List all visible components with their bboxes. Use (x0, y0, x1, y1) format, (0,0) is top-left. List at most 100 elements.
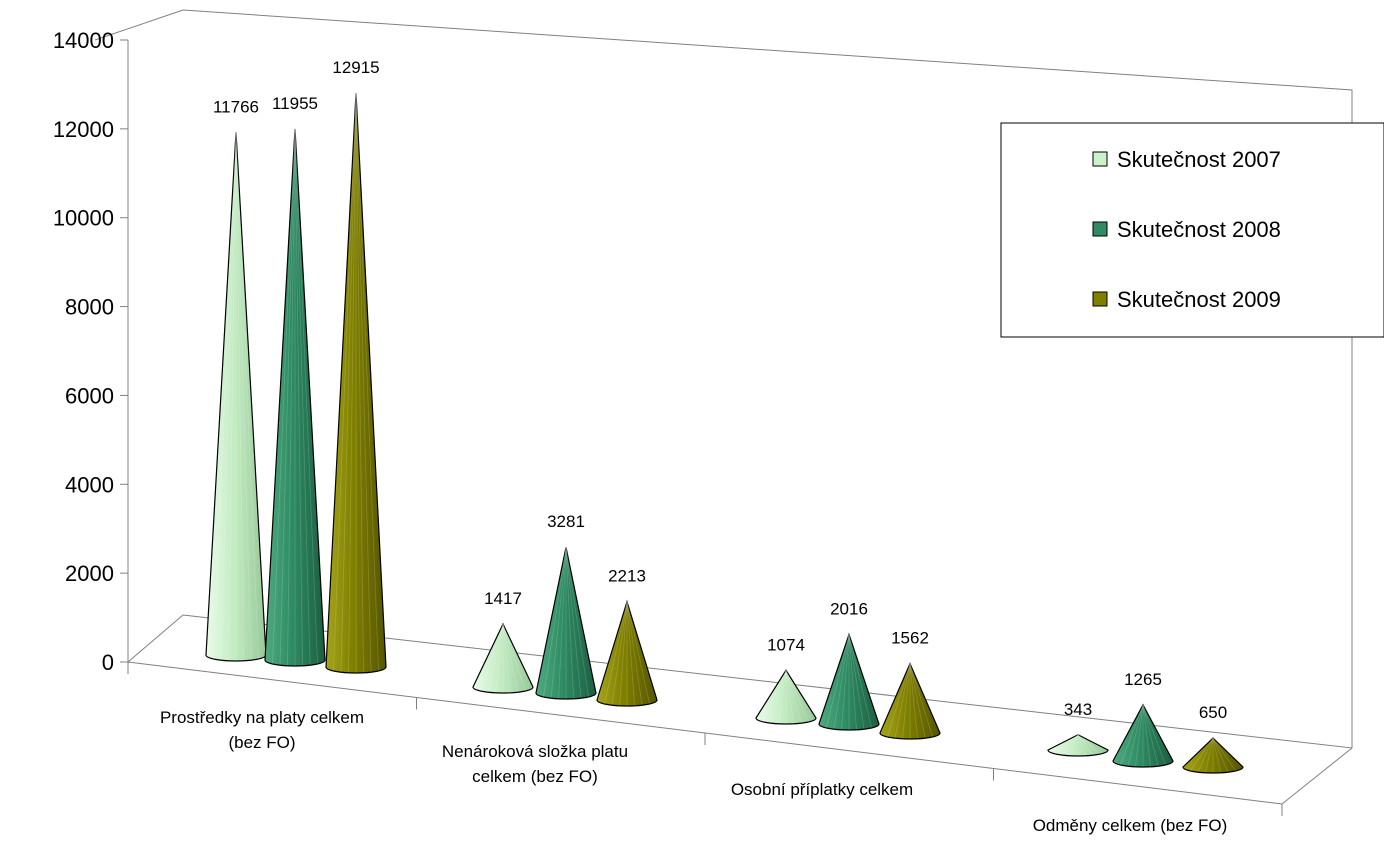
cone-facet (228, 132, 237, 661)
cone-3-1 (325, 93, 387, 674)
cone-facet (626, 601, 635, 706)
cone-facet (909, 663, 933, 737)
cone-facet (785, 670, 802, 724)
x-category-label: Prostředky na platy celkem (160, 708, 364, 727)
cone-facet (626, 601, 650, 704)
cone-body (264, 128, 326, 667)
cone-facet (785, 670, 794, 724)
cone-facet (848, 634, 865, 729)
cone-facet (1142, 704, 1159, 767)
cone-facet (333, 93, 357, 671)
cone-facet (502, 623, 519, 693)
cone-facet (294, 128, 303, 666)
legend-swatch-2009 (1092, 291, 1108, 307)
cone-body (1112, 703, 1174, 768)
data-labels: 11766 11955 12915 1417 3281 2213 1074 2016 1562 3… (213, 58, 1227, 722)
cone-facet (1062, 734, 1079, 756)
cone-facet (894, 663, 911, 739)
y-tick-label: 6000 (65, 383, 114, 408)
cone-body (879, 662, 941, 740)
cone-facet (235, 132, 244, 661)
cone-facet (1055, 734, 1079, 755)
cone-facet (770, 670, 787, 724)
cone-body (596, 599, 658, 707)
x-category-label: Nenároková složka platu (442, 742, 628, 761)
data-label: 650 (1199, 703, 1227, 722)
cone-body (472, 622, 534, 694)
data-label: 2213 (608, 567, 646, 586)
data-label: 1265 (1124, 670, 1162, 689)
legend: Skutečnost 2007 Skutečnost 2008 Skutečno… (1000, 122, 1384, 338)
cone-facet (1190, 737, 1214, 771)
cone-facet (502, 623, 526, 691)
cone-facet (1135, 704, 1144, 767)
cone-facet (1212, 737, 1236, 771)
y-tick-label: 8000 (65, 295, 114, 320)
legend-label-2007: Skutečnost 2007 (1117, 147, 1281, 172)
cone-facet (848, 634, 857, 730)
cone-facet (543, 547, 567, 697)
cone-2-1 (264, 128, 326, 667)
cone-facet (611, 601, 628, 705)
cone-facet (1197, 737, 1214, 773)
cone-facet (348, 93, 357, 673)
cone-facet (213, 132, 237, 659)
y-tick-label: 12000 (53, 117, 114, 142)
data-label: 11955 (272, 94, 318, 113)
cone-facet (1212, 738, 1221, 773)
cone-facet (1070, 734, 1079, 756)
cone-facet (235, 132, 252, 660)
cone-facet (294, 128, 311, 665)
y-tick-label: 4000 (65, 472, 114, 497)
data-label: 3281 (547, 512, 585, 531)
legend-swatch-2008 (1092, 221, 1108, 237)
cone-facet (785, 670, 809, 722)
cone-facet (902, 663, 911, 739)
floor-right-edge (1281, 747, 1353, 805)
y-tick-label: 2000 (65, 561, 114, 586)
cone-facet (841, 634, 850, 730)
data-label: 1562 (891, 629, 929, 648)
cone-facet (1142, 704, 1166, 765)
cone-1-1 (205, 132, 267, 662)
cone-facet (565, 547, 589, 697)
cone-facet (294, 128, 318, 664)
x-category-label: Osobní příplatky celkem (731, 780, 913, 799)
cone-facet (1205, 738, 1214, 773)
cone-1-2 (472, 622, 534, 694)
data-label: 1074 (767, 635, 805, 654)
cone-1-3 (755, 669, 817, 725)
cone-facet (1077, 734, 1101, 755)
legend-item-2008: Skutečnost 2008 (1092, 217, 1281, 242)
cone-facet (763, 670, 787, 722)
cone-3-4 (1182, 737, 1244, 774)
legend-item-2007: Skutečnost 2007 (1092, 147, 1281, 172)
cone-facet (550, 547, 567, 698)
cone-2-4 (1112, 703, 1174, 768)
y-tick-label: 0 (102, 650, 114, 675)
back-wall-outline (182, 9, 1353, 749)
left-wall-top (94, 9, 184, 41)
y-tick-label: 14000 (53, 28, 114, 53)
cone-facet (558, 547, 567, 699)
cone-facet (495, 624, 504, 693)
cone-facet (778, 670, 787, 724)
cone-facet (502, 624, 511, 693)
cone-body (1182, 737, 1244, 774)
y-tick-label: 10000 (53, 206, 114, 231)
x-category-label: (bez FO) (228, 733, 295, 752)
cone-facet (340, 93, 357, 672)
cone-facet (826, 634, 850, 728)
cone-facet (565, 547, 582, 698)
cone-facet (1127, 704, 1144, 767)
cone-body (818, 632, 880, 731)
cone-3-2 (596, 599, 658, 707)
legend-item-2009: Skutečnost 2009 (1092, 287, 1281, 312)
cone-body (755, 669, 817, 725)
cone-facet (1077, 734, 1086, 756)
cone-facet (272, 128, 296, 664)
legend-label-2008: Skutečnost 2008 (1117, 217, 1281, 242)
cone-facet (619, 601, 628, 706)
cone-facet (287, 128, 296, 666)
